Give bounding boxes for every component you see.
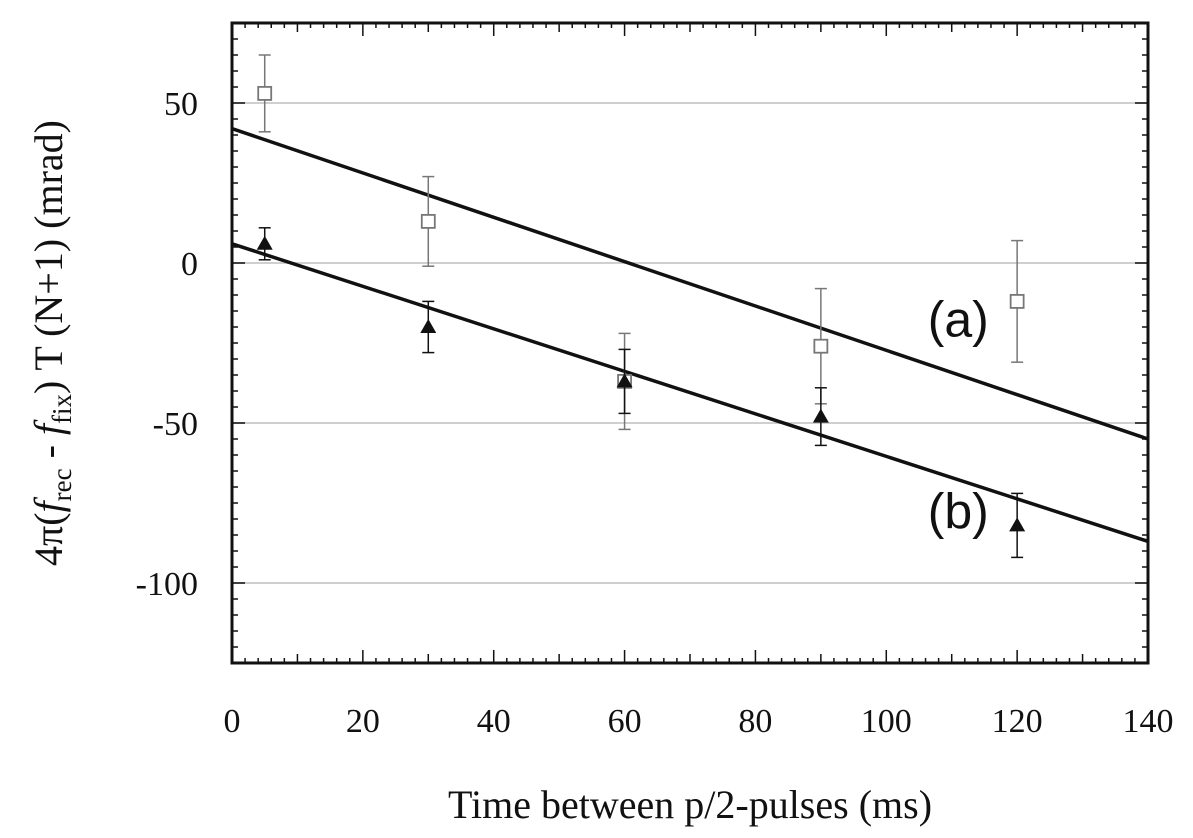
x-tick-label: 40 — [477, 703, 511, 740]
point-filled-triangle — [812, 408, 829, 423]
point-open-square — [1009, 293, 1025, 309]
annotation-label: (b) — [928, 484, 989, 540]
y-axis-title-suffix: ) T (N+1) (mrad) — [26, 120, 71, 394]
point-filled-triangle — [616, 373, 633, 388]
x-tick-label: 140 — [1123, 703, 1174, 740]
x-tick-label: 80 — [738, 703, 772, 740]
y-tick-label: 50 — [164, 86, 198, 123]
y-tick-label: -100 — [136, 566, 198, 603]
tick-layer — [231, 22, 1149, 664]
x-tick-labels: 0 20 40 60 80 100 120 140 — [224, 703, 1174, 740]
y-tick-label: -50 — [153, 406, 198, 443]
point-open-square — [257, 86, 273, 101]
line-layer — [231, 126, 1149, 544]
x-tick-label: 120 — [992, 703, 1043, 740]
fit-line-a — [231, 126, 1149, 441]
point-open-square — [420, 213, 436, 229]
annot-layer: (a) (b) — [928, 292, 989, 540]
x-tick-label: 60 — [608, 703, 642, 740]
y-axis-title: 4π(frec - ffix) T (N+1) (mrad) — [26, 120, 77, 566]
point-open-square — [813, 338, 829, 354]
point-filled-triangle — [256, 235, 273, 250]
y-axis-title-sub1: rec — [47, 468, 77, 501]
y-tick-label: 0 — [181, 246, 198, 283]
y-axis-title-mid: - — [26, 435, 71, 468]
annotation-label: (a) — [928, 292, 989, 348]
y-axis-title-prefix: 4π( — [26, 512, 71, 566]
fit-line-b — [231, 242, 1149, 544]
y-tick-labels: 50 0 -50 -100 — [136, 86, 198, 603]
data-layer — [256, 54, 1026, 559]
point-filled-triangle — [420, 319, 437, 333]
x-tick-label: 0 — [224, 703, 241, 740]
y-axis-title-sub2: fix — [47, 393, 77, 423]
x-tick-label: 100 — [861, 703, 912, 740]
point-filled-triangle — [1009, 517, 1026, 532]
x-axis-title: Time between p/2-pulses (ms) — [448, 782, 932, 827]
grid-layer — [232, 102, 1148, 584]
x-tick-label: 20 — [346, 703, 380, 740]
plot-frame — [230, 21, 1150, 665]
